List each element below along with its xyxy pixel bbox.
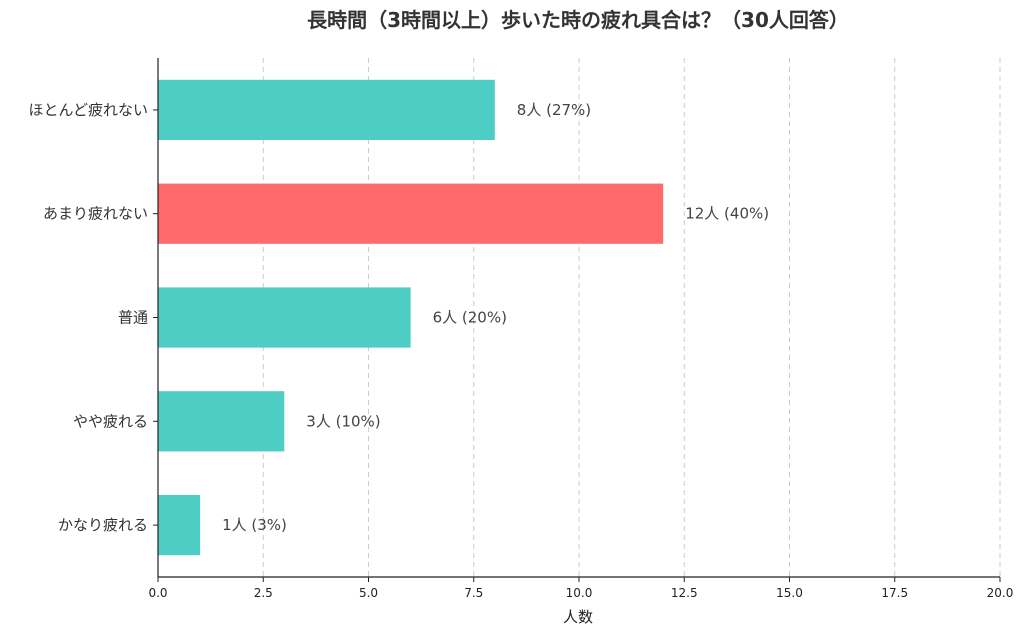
bar	[158, 287, 411, 348]
bar	[158, 79, 495, 141]
bar	[158, 183, 664, 244]
chart-title: 長時間（3時間以上）歩いた時の疲れ具合は？（30人回答）	[307, 8, 849, 32]
bar-value-label: 12人 (40%)	[685, 205, 769, 223]
grid-lines	[262, 58, 1001, 577]
x-tick-label: 2.5	[254, 586, 273, 600]
x-tick-label: 15.0	[776, 586, 803, 600]
bars	[158, 79, 664, 556]
x-tick-label: 17.5	[881, 586, 908, 600]
bar-value-label: 6人 (20%)	[433, 309, 507, 327]
x-tick-label: 0.0	[148, 586, 167, 600]
category-label: かなり疲れる	[58, 516, 148, 534]
bar-value-label: 3人 (10%)	[306, 412, 380, 430]
category-label: あまり疲れない	[43, 205, 148, 223]
bar	[158, 494, 201, 556]
data-labels: 8人 (27%) 12人 (40%) 6人 (20%) 3人 (10%) 1人 (3%)	[222, 101, 769, 534]
bar-value-label: 1人 (3%)	[222, 516, 287, 534]
x-axis-label: 人数	[563, 608, 593, 626]
x-tick-label: 5.0	[359, 586, 378, 600]
x-ticks: 0.0 2.5 5.0 7.5 10.0 12.5 15.0 17.5 20.0	[148, 577, 1013, 600]
bar-value-label: 8人 (27%)	[517, 101, 591, 119]
bar	[158, 391, 285, 452]
x-tick-label: 12.5	[671, 586, 698, 600]
category-label: 普通	[118, 309, 148, 327]
x-tick-label: 20.0	[987, 586, 1014, 600]
category-label: やや疲れる	[73, 412, 148, 430]
x-tick-label: 7.5	[464, 586, 483, 600]
x-tick-label: 10.0	[566, 586, 593, 600]
category-label: ほとんど疲れない	[28, 101, 148, 119]
